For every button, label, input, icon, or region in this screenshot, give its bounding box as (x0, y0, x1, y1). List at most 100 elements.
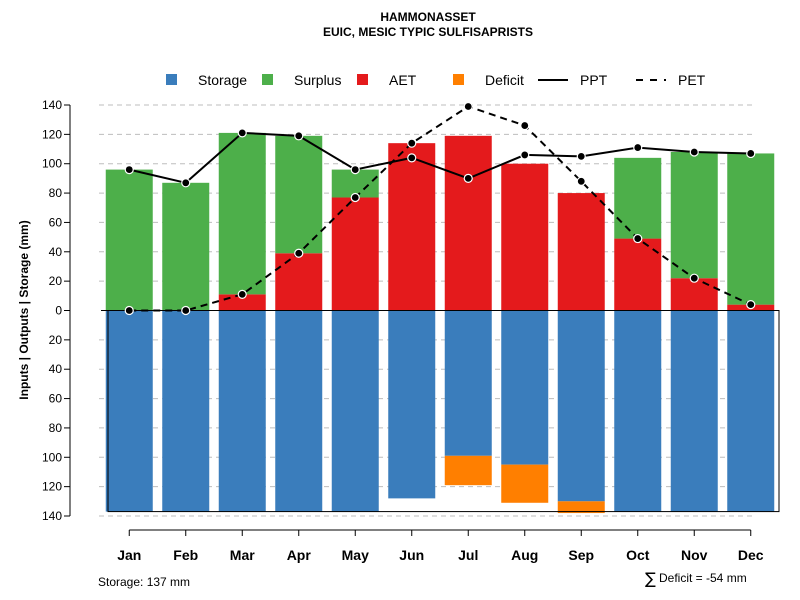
x-tick-label-dec: Dec (738, 547, 764, 563)
bar-storage-feb (162, 310, 210, 512)
x-tick-label-may: May (342, 547, 369, 563)
pet-point-sep (576, 176, 586, 186)
pet-point-jul (463, 101, 473, 112)
storage-annotation: Storage: 137 mm (98, 575, 190, 589)
deficit-annotation: Deficit = -54 mm (659, 571, 747, 585)
legend-label-surplus: Surplus (294, 72, 341, 88)
bar-aet-may (331, 197, 379, 311)
y-tick-label: 20 (49, 333, 63, 347)
y-tick-label: 80 (49, 186, 63, 200)
pet-point-nov (689, 273, 699, 283)
legend-label-ppt: PPT (580, 72, 608, 88)
y-tick-label: 40 (49, 245, 63, 259)
ppt-point-feb (181, 178, 191, 188)
bar-surplus-dec (727, 153, 775, 305)
bar-deficit-aug (501, 464, 549, 503)
y-tick-label: 140 (42, 98, 62, 112)
x-tick-label-aug: Aug (511, 547, 538, 563)
bar-aet-jul (444, 135, 492, 311)
bar-aet-jun (388, 143, 436, 311)
ppt-point-dec (746, 148, 756, 159)
x-tick-label-nov: Nov (681, 547, 708, 563)
y-tick-label: 100 (42, 157, 62, 171)
y-axis-label: Inputs | Outputs | Storage (mm) (17, 220, 31, 399)
bar-surplus-mar (218, 132, 266, 295)
ppt-line (129, 131, 751, 184)
ppt-point-mar (237, 128, 247, 138)
pet-point-may (350, 192, 360, 203)
x-tick-label-jul: Jul (458, 547, 478, 563)
bar-storage-oct (614, 310, 662, 512)
ppt-point-oct (633, 142, 643, 153)
y-tick-label: 140 (42, 509, 62, 523)
x-tick-label-jan: Jan (117, 547, 141, 563)
deficit-sum-symbol: ∑ (645, 569, 656, 588)
pet-point-jan (124, 305, 134, 316)
legend-label-deficit: Deficit (485, 72, 524, 88)
x-tick-label-oct: Oct (626, 547, 650, 563)
pet-point-feb (181, 305, 191, 316)
x-tick-label-mar: Mar (230, 547, 255, 563)
bar-storage-mar (218, 310, 266, 512)
bar-surplus-feb (162, 182, 210, 311)
bar-surplus-oct (614, 157, 662, 239)
legend-swatch-storage (166, 74, 177, 85)
bar-surplus-may (331, 169, 379, 198)
y-tick-label: 60 (49, 215, 63, 229)
pet-point-apr (294, 248, 304, 258)
chart-subtitle: EUIC, MESIC TYPIC SULFISAPRISTS (323, 25, 533, 39)
bar-storage-nov (670, 310, 718, 512)
bar-storage-may (331, 310, 379, 512)
lines-layer (124, 101, 756, 316)
bar-aet-aug (501, 163, 549, 311)
x-tick-label-jun: Jun (399, 547, 424, 563)
bar-surplus-jan (105, 169, 153, 311)
y-tick-label: 40 (49, 362, 63, 376)
legend-label-pet: PET (678, 72, 706, 88)
y-tick-label: 20 (49, 274, 63, 288)
ppt-point-apr (294, 131, 304, 141)
y-tick-label: 120 (42, 480, 62, 494)
bar-surplus-apr (275, 135, 323, 254)
x-tick-label-apr: Apr (287, 547, 312, 563)
pet-point-aug (520, 120, 530, 131)
x-tick-label-feb: Feb (173, 547, 198, 563)
legend-swatch-surplus (262, 74, 273, 85)
chart-legend: Storage Surplus AET Deficit PPT PET (166, 72, 706, 88)
bars-layer (101, 132, 780, 514)
bar-storage-jan (105, 310, 153, 512)
bar-storage-sep (557, 310, 605, 502)
pet-point-oct (633, 233, 643, 244)
y-tick-label: 80 (49, 421, 63, 435)
y-tick-label: 120 (42, 127, 62, 141)
axes-layer: 140 120 100 80 60 40 20 0 20 40 60 80 100 120 140 Jan Fe… (42, 98, 764, 563)
bar-surplus-nov (670, 151, 718, 279)
ppt-point-sep (576, 151, 586, 161)
ppt-point-aug (520, 150, 530, 160)
bar-storage-apr (275, 310, 323, 512)
pet-line (129, 105, 752, 312)
bar-deficit-sep (557, 501, 605, 514)
bar-deficit-jul (444, 455, 492, 486)
ppt-point-nov (689, 147, 699, 157)
pet-point-jun (407, 138, 417, 148)
x-tick-label-sep: Sep (568, 547, 594, 563)
y-tick-label: 0 (55, 304, 62, 318)
legend-swatch-deficit (453, 74, 464, 85)
bar-storage-jun (388, 310, 436, 499)
chart-title: HAMMONASSET (380, 10, 476, 24)
legend-label-storage: Storage (198, 72, 247, 88)
ppt-point-jun (407, 153, 417, 163)
ppt-point-jan (124, 164, 134, 175)
ppt-point-jul (463, 173, 473, 183)
y-tick-label: 100 (42, 450, 62, 464)
bar-aet-apr (275, 253, 323, 311)
y-tick-label: 60 (49, 392, 63, 406)
pet-point-mar (237, 289, 247, 299)
legend-label-aet: AET (389, 72, 417, 88)
ppt-point-may (350, 164, 360, 175)
bar-storage-aug (501, 310, 549, 465)
bar-storage-dec (727, 310, 775, 512)
legend-swatch-aet (357, 74, 368, 85)
